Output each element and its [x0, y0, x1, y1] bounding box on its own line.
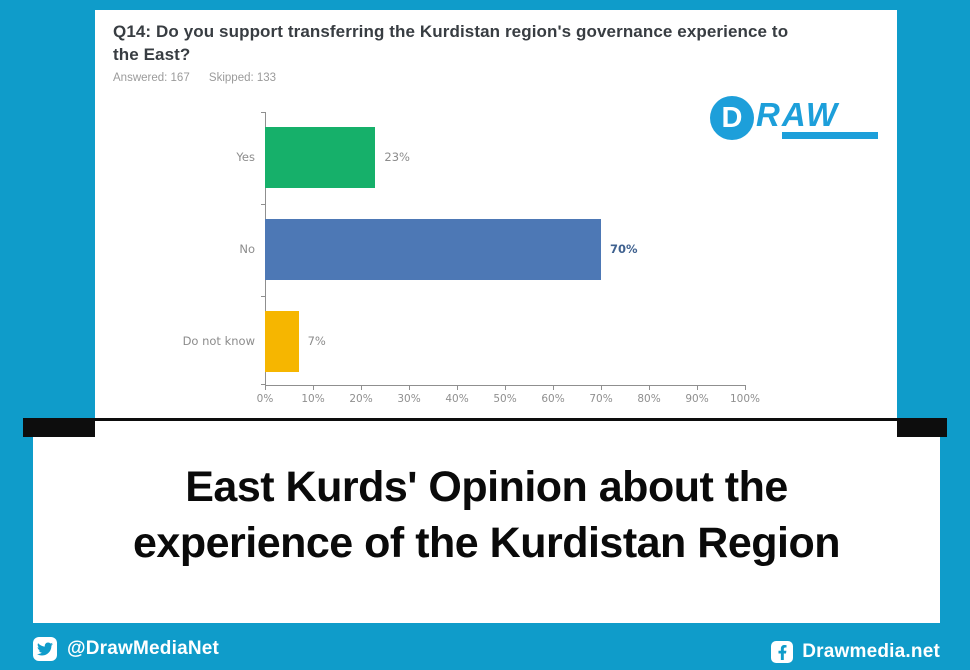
y-tick-mark — [261, 384, 265, 385]
y-tick-mark — [261, 295, 265, 297]
facebook-handle-group: Drawmedia.net — [771, 640, 940, 664]
x-tick-label: 90% — [685, 393, 709, 405]
black-bar-left — [23, 418, 95, 437]
x-tick-mark — [457, 385, 458, 390]
value-label: 7% — [307, 334, 326, 348]
category-label: Yes — [236, 150, 255, 164]
x-tick-mark — [601, 385, 602, 390]
value-label: 23% — [384, 150, 410, 164]
poster-title-line2: experience of the Kurdistan Region — [133, 519, 840, 567]
x-tick-mark — [505, 385, 506, 390]
draw-logo-underline — [782, 132, 878, 139]
x-tick-mark — [313, 385, 314, 390]
poster-title: East Kurds' Opinion about the experience… — [33, 421, 940, 571]
facebook-handle-text: Drawmedia.net — [802, 641, 940, 662]
y-tick-mark — [261, 203, 265, 205]
value-label: 70% — [610, 242, 638, 256]
twitter-icon — [33, 637, 57, 661]
draw-logo-word: RAW — [756, 96, 839, 133]
x-tick-label: 60% — [541, 393, 565, 405]
y-tick-mark — [261, 112, 265, 113]
answered-count: Answered: 167 — [113, 72, 190, 84]
x-tick-label: 0% — [256, 393, 274, 405]
x-tick-label: 70% — [589, 393, 613, 405]
x-tick-mark — [361, 385, 362, 390]
x-tick-label: 80% — [637, 393, 661, 405]
x-tick-label: 50% — [493, 393, 517, 405]
x-tick-label: 20% — [349, 393, 373, 405]
category-label: No — [239, 242, 255, 256]
chart-row: Do not know 7% — [95, 311, 897, 372]
x-tick-mark — [409, 385, 410, 390]
twitter-handle-text: @DrawMediaNet — [67, 638, 220, 659]
x-tick-mark — [649, 385, 650, 390]
skipped-count: Skipped: 133 — [208, 72, 277, 84]
response-counts: Answered: 167 Skipped: 133 — [113, 72, 292, 84]
question-title: Q14: Do you support transferring the Kur… — [113, 22, 789, 64]
bar-do-not-know — [265, 311, 299, 372]
draw-media-logo: D RAW — [710, 94, 890, 156]
bar-no — [265, 219, 601, 280]
x-tick-label: 40% — [445, 393, 469, 405]
x-tick-mark — [745, 385, 746, 390]
x-tick-label: 10% — [301, 393, 325, 405]
chart-row: Yes 23% — [95, 127, 897, 188]
black-divider-line — [23, 418, 947, 421]
x-tick-mark — [265, 385, 266, 390]
category-label: Do not know — [182, 334, 255, 348]
x-tick-mark — [553, 385, 554, 390]
chart-row: No 70% — [95, 219, 897, 280]
x-tick-label: 30% — [397, 393, 421, 405]
facebook-icon — [771, 641, 794, 663]
title-banner: East Kurds' Opinion about the experience… — [33, 421, 940, 623]
bar-yes — [265, 127, 376, 188]
twitter-handle-group: @DrawMediaNet — [33, 636, 219, 662]
poster-title-line1: East Kurds' Opinion about the — [185, 463, 788, 511]
x-tick-mark — [697, 385, 698, 390]
survey-chart-card: Q14: Do you support transferring the Kur… — [95, 10, 897, 418]
black-bar-right — [897, 418, 947, 437]
x-tick-label: 100% — [729, 393, 761, 405]
draw-logo-d-icon: D — [710, 96, 754, 140]
bar-chart: Yes 23% No 70% Do not know 7% — [95, 127, 897, 387]
